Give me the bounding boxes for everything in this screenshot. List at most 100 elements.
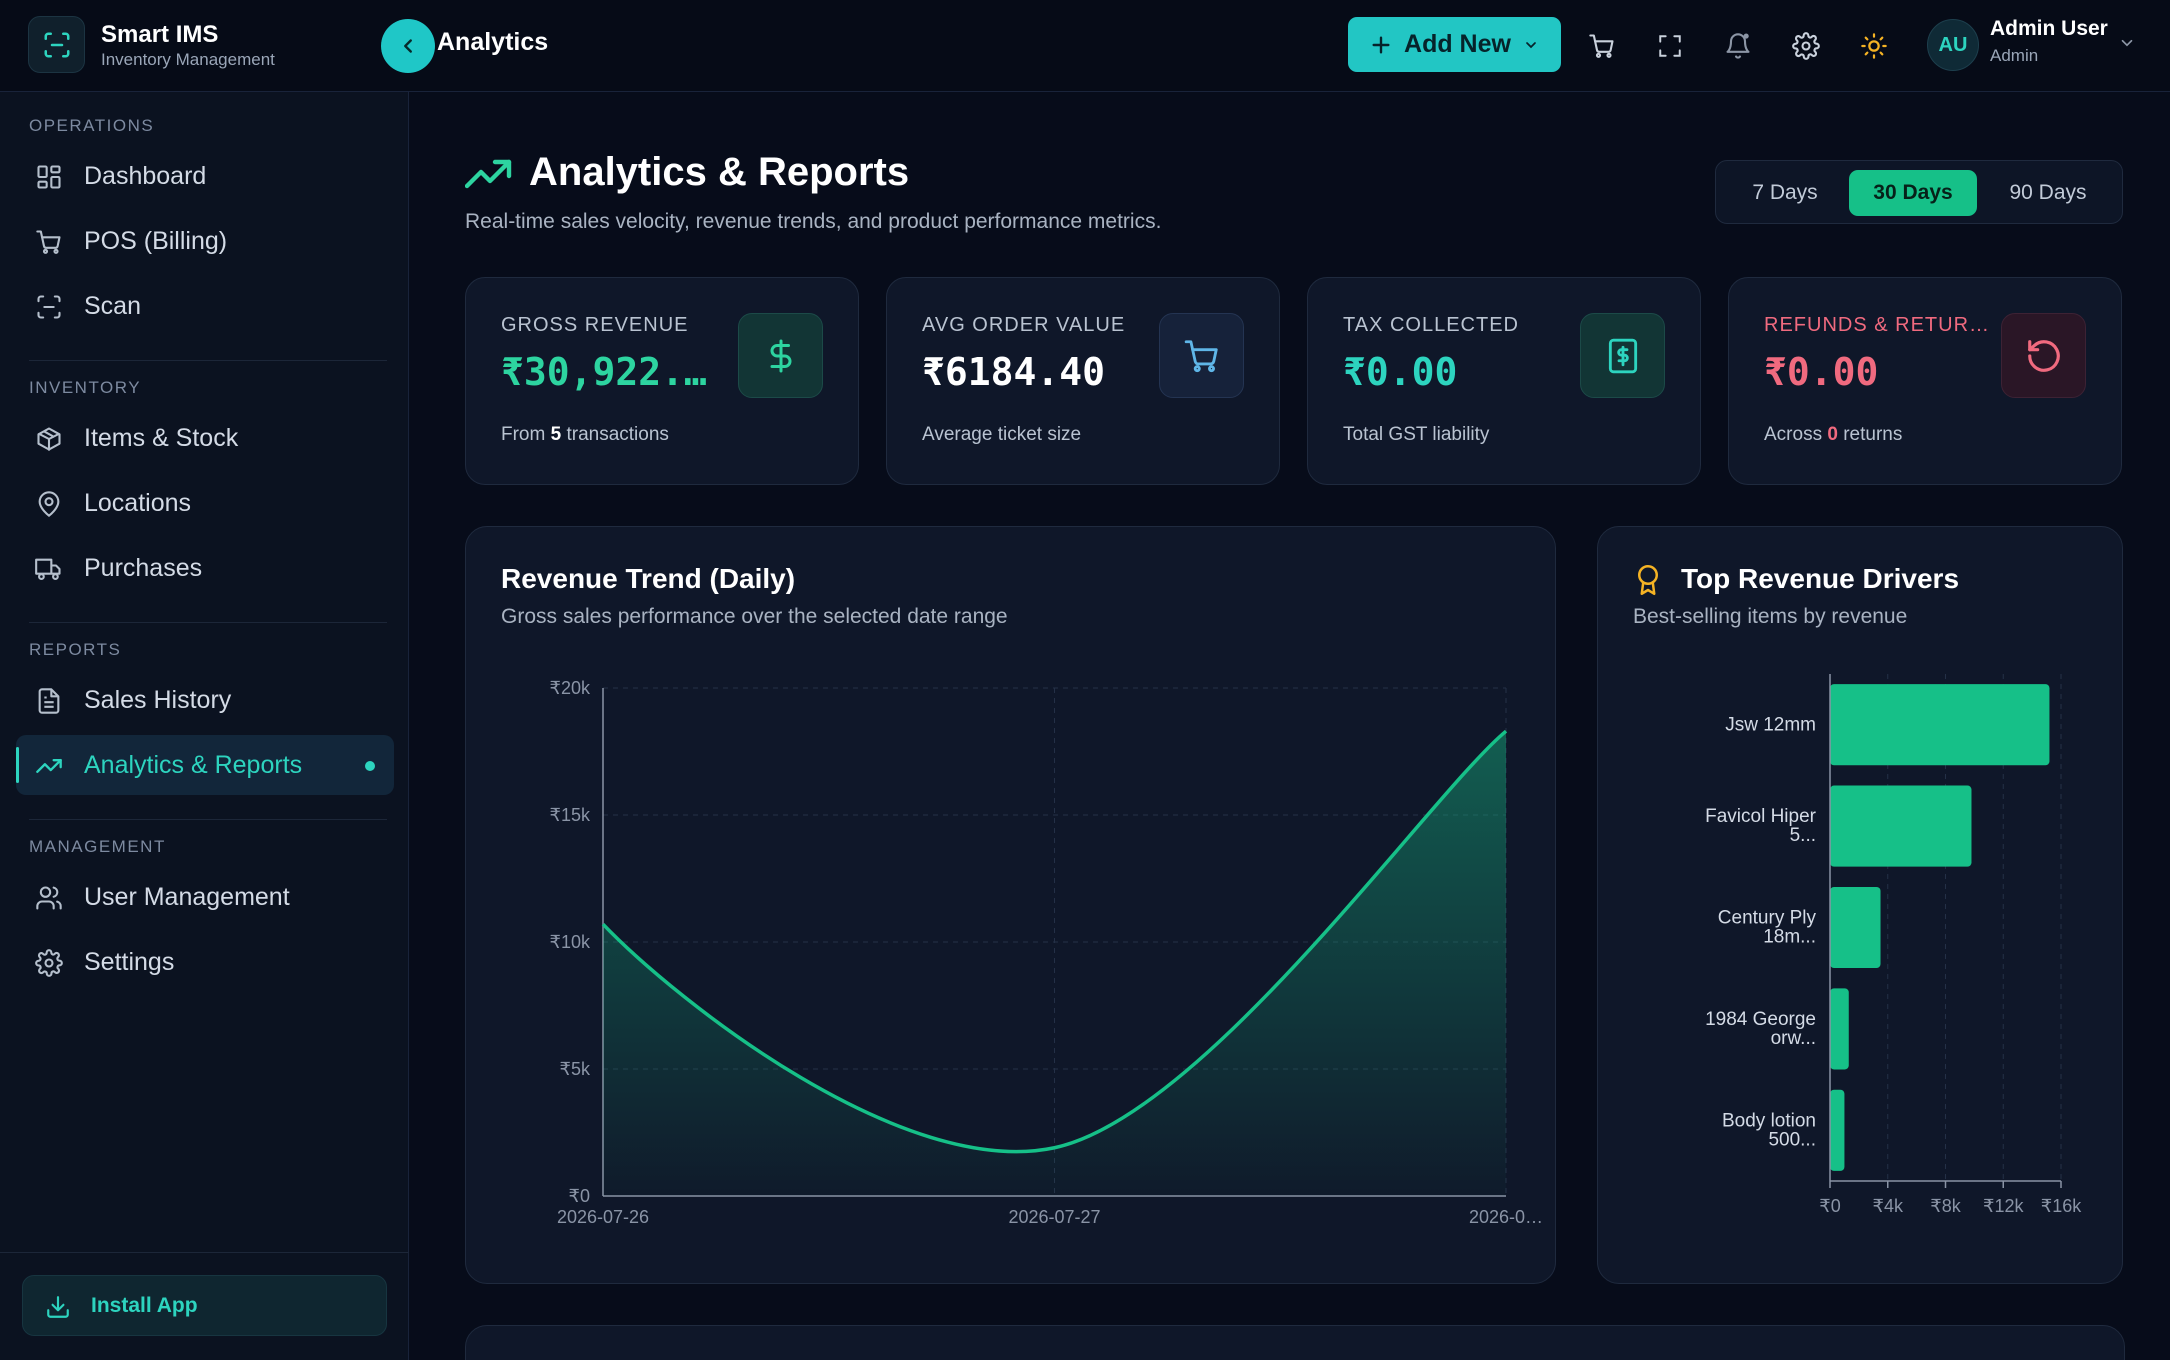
- dollar-icon: [738, 313, 823, 398]
- bar-category-label: 500...: [1768, 1129, 1816, 1150]
- kpi-label: REFUNDS & RETUR…: [1764, 314, 1991, 336]
- kpi-footnote: Average ticket size: [922, 424, 1082, 445]
- revenue-line: [601, 729, 1508, 1154]
- bell-icon[interactable]: [1718, 26, 1758, 66]
- y-tick-label: ₹0: [569, 1186, 590, 1206]
- revenue-trend-chart: ₹0 ₹5k ₹10k ₹15k ₹20k 2026-07-26 2026-07-27 202…: [550, 678, 1544, 1227]
- kpi-card-refunds-returns: REFUNDS & RETUR… ₹0.00 Across 0 returns: [1728, 277, 2122, 485]
- section-label-management: MANAGEMENT: [29, 837, 166, 856]
- gear-icon: [35, 949, 63, 977]
- cart-icon: [36, 230, 61, 254]
- kpi-label: AVG ORDER VALUE: [922, 314, 1126, 336]
- kpi-value: ₹0.00: [1764, 350, 1879, 394]
- sidebar-item-scan[interactable]: Scan: [16, 276, 394, 336]
- kpi-footnote: Across 0 returns: [1764, 424, 1903, 445]
- bar: [1830, 886, 1881, 969]
- brand[interactable]: Smart IMS Inventory Management: [28, 16, 275, 73]
- install-app-button[interactable]: Install App: [22, 1275, 387, 1336]
- page-title: Analytics & Reports: [529, 150, 910, 194]
- bar: [1830, 785, 1972, 867]
- bar-category-label: 1984 George: [1705, 1009, 1816, 1030]
- divider: [29, 622, 387, 623]
- x-tick-label: 2026-07-27: [1008, 1207, 1100, 1227]
- chevron-down-icon[interactable]: [2118, 34, 2136, 52]
- avatar[interactable]: AU: [1927, 19, 1979, 71]
- sidebar-item-analytics-reports[interactable]: Analytics & Reports: [16, 735, 394, 795]
- sidebar-item-items-stock[interactable]: Items & Stock: [16, 408, 394, 468]
- panel-subtitle: Gross sales performance over the selecte…: [501, 605, 1008, 628]
- gear-icon[interactable]: [1786, 26, 1826, 66]
- kpi-label: GROSS REVENUE: [501, 314, 689, 336]
- date-range-selector: 7 Days 30 Days 90 Days: [1715, 160, 2123, 224]
- sidebar-item-label: Settings: [84, 947, 175, 976]
- download-icon: [47, 1296, 69, 1318]
- sidebar-item-label: Dashboard: [84, 161, 207, 190]
- chevron-left-icon: [404, 39, 412, 53]
- x-tick-label: ₹0: [1819, 1196, 1840, 1216]
- fullscreen-icon[interactable]: [1650, 26, 1690, 66]
- next-panel: [465, 1325, 2125, 1360]
- revenue-series: [601, 729, 1508, 1196]
- x-tick-label: ₹16k: [2041, 1196, 2082, 1216]
- undo-icon: [2001, 313, 2086, 398]
- sun-icon[interactable]: [1854, 26, 1894, 66]
- cart-icon[interactable]: [1582, 26, 1622, 66]
- install-app-label: Install App: [91, 1293, 198, 1317]
- chevron-down-icon: [1526, 41, 1536, 48]
- bar-category-label: Favicol Hiper: [1705, 806, 1817, 827]
- section-label-reports: REPORTS: [29, 640, 122, 659]
- collapse-sidebar-button[interactable]: [381, 19, 435, 73]
- y-tick-label: ₹20k: [550, 678, 591, 698]
- page-subtitle: Real-time sales velocity, revenue trends…: [465, 210, 1162, 233]
- kpi-footnote: Total GST liability: [1343, 424, 1490, 445]
- sidebar-item-label: Items & Stock: [84, 423, 239, 452]
- range-90-days-button[interactable]: 90 Days: [2009, 181, 2087, 204]
- panel-subtitle: Best-selling items by revenue: [1633, 605, 1908, 628]
- section-label-inventory: INVENTORY: [29, 378, 142, 397]
- kpi-card-avg-order-value: AVG ORDER VALUE ₹6184.40 Average ticket …: [886, 277, 1280, 485]
- trend-icon: [465, 159, 512, 189]
- range-30-days-button[interactable]: 30 Days: [1849, 170, 1977, 216]
- add-new-button[interactable]: Add New: [1348, 17, 1561, 72]
- map-pin-icon: [38, 491, 60, 517]
- kpi-footnote: From 5 transactions: [501, 424, 669, 445]
- revenue-trend-panel: Revenue Trend (Daily) Gross sales perfor…: [465, 526, 1556, 1284]
- divider: [0, 1252, 409, 1253]
- bar-category-label: Body lotion: [1722, 1110, 1816, 1131]
- plus-icon: [1372, 35, 1390, 54]
- sidebar-item-sales-history[interactable]: Sales History: [16, 670, 394, 730]
- range-7-days-button[interactable]: 7 Days: [1752, 181, 1818, 204]
- trend-icon: [36, 759, 62, 773]
- sidebar-item-pos-billing[interactable]: POS (Billing): [16, 211, 394, 271]
- sidebar-item-settings[interactable]: Settings: [16, 932, 394, 992]
- x-tick-label: 2026-0…: [1469, 1207, 1543, 1227]
- app-subtitle: Inventory Management: [101, 49, 275, 69]
- sidebar-item-label: Sales History: [84, 685, 232, 714]
- bar-category-label: 18m...: [1763, 927, 1816, 948]
- panel-title: Revenue Trend (Daily): [501, 563, 796, 594]
- user-name[interactable]: Admin User: [1990, 17, 2108, 40]
- bar: [1830, 988, 1849, 1070]
- top-revenue-drivers-panel: Top Revenue Drivers Best-selling items b…: [1597, 526, 2123, 1284]
- box-icon: [37, 427, 61, 451]
- x-tick-label: ₹8k: [1930, 1196, 1961, 1216]
- top-bar: Smart IMS Inventory Management Analytics…: [0, 0, 2170, 92]
- kpi-card-gross-revenue: GROSS REVENUE ₹30,922.… From 5 transacti…: [465, 277, 859, 485]
- x-tick-label: ₹12k: [1983, 1196, 2024, 1216]
- y-tick-label: ₹10k: [550, 932, 591, 952]
- sidebar-item-purchases[interactable]: Purchases: [16, 538, 394, 598]
- x-tick-label: ₹4k: [1873, 1196, 1904, 1216]
- active-indicator-dot: [365, 761, 375, 771]
- kpi-card-tax-collected: TAX COLLECTED ₹0.00 Total GST liability: [1307, 277, 1701, 485]
- sidebar-item-label: User Management: [84, 882, 290, 911]
- sidebar-item-dashboard[interactable]: Dashboard: [16, 146, 394, 206]
- panel-title: Top Revenue Drivers: [1681, 563, 1960, 594]
- app-name: Smart IMS: [101, 20, 219, 48]
- sidebar-item-locations[interactable]: Locations: [16, 473, 394, 533]
- sidebar-item-label: Scan: [84, 291, 141, 320]
- sidebar-item-user-management[interactable]: User Management: [16, 867, 394, 927]
- users-icon: [36, 886, 62, 910]
- truck-icon: [35, 558, 61, 580]
- kpi-value: ₹0.00: [1343, 350, 1458, 394]
- kpi-value: ₹6184.40: [922, 350, 1106, 394]
